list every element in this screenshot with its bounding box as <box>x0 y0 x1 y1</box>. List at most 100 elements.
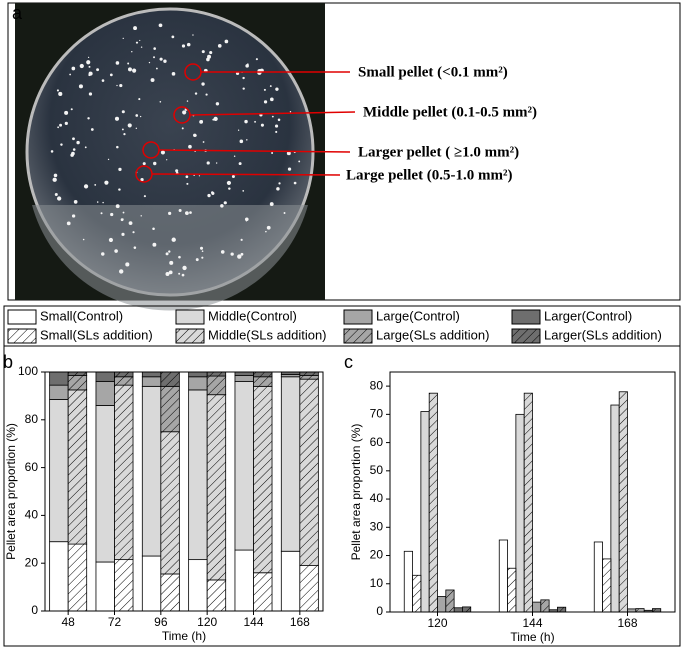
speck <box>79 63 84 69</box>
y-tick-label: 60 <box>25 460 39 474</box>
bar-hatch <box>507 568 516 612</box>
bar <box>141 376 162 387</box>
y-tick-label: 0 <box>31 603 38 617</box>
speck <box>242 190 245 192</box>
speck <box>217 44 222 48</box>
speck <box>265 230 267 233</box>
speck <box>269 85 272 87</box>
speck <box>155 67 158 70</box>
annotation: Middle pellet (0.1-0.5 mm²) <box>363 104 537 120</box>
speck <box>165 252 169 256</box>
speck <box>276 187 280 191</box>
speck <box>215 102 220 106</box>
speck <box>223 201 227 205</box>
speck <box>178 255 181 259</box>
speck <box>201 82 205 86</box>
speck <box>150 78 155 83</box>
bar <box>95 405 115 563</box>
speck <box>143 195 146 198</box>
bar <box>280 376 301 552</box>
panel-bc-frame <box>3 345 681 647</box>
legend-label: Larger(Control) <box>544 308 632 323</box>
speck <box>171 72 176 76</box>
bar-hatch <box>299 372 319 376</box>
speck <box>175 169 179 173</box>
y-tick-label: 10 <box>370 576 384 590</box>
speck <box>240 252 244 256</box>
x-tick-label: 120 <box>427 616 447 630</box>
bar-hatch <box>253 376 273 387</box>
speck <box>119 83 123 88</box>
speck <box>237 129 240 131</box>
speck <box>116 145 119 149</box>
speck <box>198 175 201 177</box>
speck <box>186 182 189 185</box>
y-tick-label: 40 <box>370 491 384 505</box>
speck <box>293 181 297 185</box>
speck <box>194 92 198 95</box>
legend-label: Middle(SLs addition) <box>208 327 327 342</box>
speck <box>127 123 132 128</box>
y-tick-label: 60 <box>370 435 384 449</box>
speck <box>96 68 100 72</box>
bar-hatch <box>114 372 134 377</box>
bar-hatch <box>299 375 319 380</box>
dish-lower-reflection <box>32 205 308 311</box>
speck <box>88 71 93 76</box>
y-tick-label: 100 <box>18 364 38 378</box>
bar-hatch <box>68 544 87 611</box>
speck <box>181 273 185 277</box>
bar-hatch <box>207 376 226 395</box>
speck <box>165 272 170 277</box>
bar <box>234 375 254 382</box>
speck <box>244 217 249 222</box>
speck <box>186 42 191 47</box>
y-tick-label: 20 <box>370 548 384 562</box>
speck <box>148 61 151 64</box>
speck <box>182 265 187 271</box>
bar-hatch <box>114 559 134 611</box>
y-tick-label: 40 <box>25 508 39 522</box>
speck <box>135 41 139 44</box>
bar <box>437 596 447 613</box>
annotation: Small pellet (<0.1 mm²) <box>358 64 508 80</box>
bar <box>234 381 254 551</box>
bar-hatch <box>160 372 180 387</box>
speck <box>127 67 132 72</box>
bar <box>498 539 508 613</box>
speck <box>128 221 133 225</box>
speck <box>64 121 68 126</box>
bar-hatch <box>299 379 319 566</box>
speck <box>186 100 189 102</box>
speck <box>168 270 173 275</box>
speck <box>215 162 218 164</box>
y-tick-label: 20 <box>25 555 39 569</box>
speck <box>88 92 93 96</box>
speck <box>108 237 114 243</box>
annotation: Large pellet (0.5-1.0 mm²) <box>346 167 513 183</box>
speck <box>275 87 279 91</box>
speck <box>54 193 58 197</box>
arrow <box>158 149 351 153</box>
speck <box>115 61 120 65</box>
x-tick-label: 120 <box>197 615 217 629</box>
speck <box>83 184 89 189</box>
speck <box>171 35 175 39</box>
speck <box>118 188 121 191</box>
speck <box>178 272 181 275</box>
speck <box>289 111 292 113</box>
speck <box>70 153 74 157</box>
legend-label: Small(SLs addition) <box>40 327 153 342</box>
speck <box>230 252 234 256</box>
speck <box>220 250 225 254</box>
speck <box>152 242 157 247</box>
bar <box>95 561 115 612</box>
legend-swatch <box>343 309 373 325</box>
speck <box>271 115 274 118</box>
speck <box>72 137 75 141</box>
speck <box>205 93 208 96</box>
legend-swatch <box>7 309 37 325</box>
speck <box>72 148 76 151</box>
bar-hatch <box>68 372 87 376</box>
bar-hatch <box>253 572 273 611</box>
